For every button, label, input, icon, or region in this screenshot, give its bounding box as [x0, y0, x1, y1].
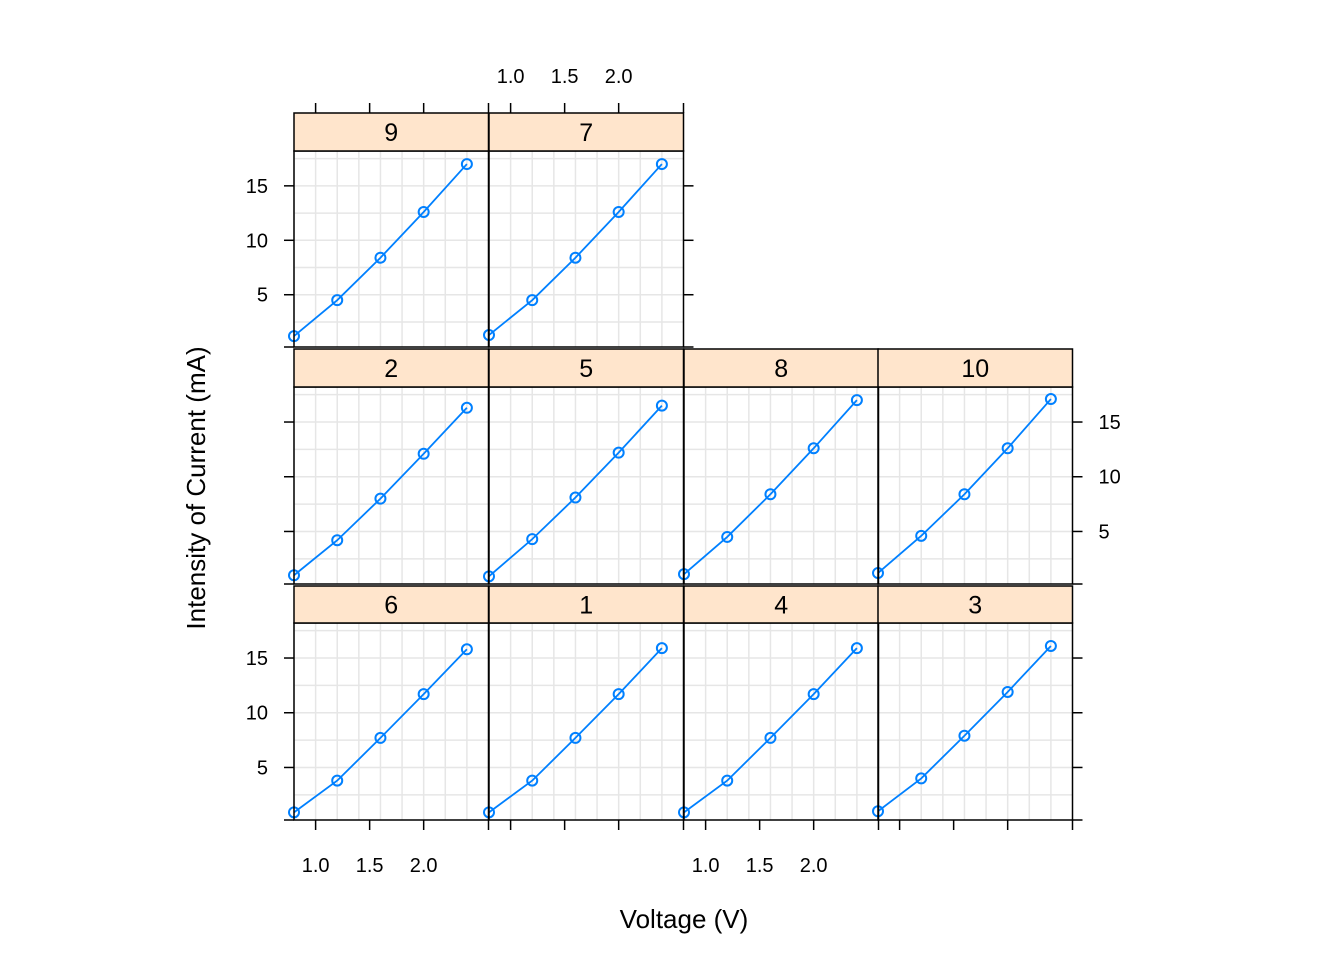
data-point-panel-7-1	[526, 294, 539, 307]
data-point-panel-6-3	[417, 688, 430, 701]
strip-label-10: 10	[961, 355, 989, 383]
series-line-panel-3	[877, 645, 1052, 812]
x-axis-bottom-tick-label: 1.5	[356, 855, 384, 877]
data-point-panel-5-1	[526, 533, 539, 546]
x-axis-title: Voltage (V)	[620, 904, 749, 934]
data-point-panel-9-1	[331, 294, 344, 307]
strip-label-2: 2	[384, 355, 398, 383]
series-line-panel-7	[488, 163, 663, 336]
axis-ticks-layer: 1.0 1.5 2.0 1.0 1.5 2.01.0 1.5 2.05101551015510…	[246, 66, 1121, 877]
strip-layer: 9 7 2 5 8 10 6 1 4 3	[293, 112, 1074, 624]
data-point-panel-1-2	[569, 731, 582, 744]
y-axis-right-tick-label: 10	[1099, 467, 1121, 489]
strip-7	[488, 112, 685, 152]
panel-frame-7	[488, 150, 685, 348]
strip-5	[488, 348, 685, 388]
series-line-panel-5	[488, 404, 663, 578]
series-line-panel-4	[683, 647, 858, 814]
panel-frame-8	[683, 386, 880, 585]
y-axis-left-tick-label: 5	[257, 285, 268, 307]
data-point-panel-8-1	[721, 530, 734, 543]
data-point-panel-4-1	[721, 774, 734, 787]
data-point-panel-5-3	[612, 446, 625, 459]
data-point-panel-5-4	[655, 399, 668, 412]
data-point-panel-2-1	[331, 534, 344, 547]
data-point-panel-7-2	[569, 251, 582, 264]
data-point-panel-3-2	[958, 729, 971, 742]
data-point-panel-3-1	[915, 772, 928, 785]
strip-8	[683, 348, 880, 388]
data-point-panel-6-1	[331, 774, 344, 787]
data-point-panel-10-4	[1044, 393, 1057, 406]
data-point-panel-9-3	[417, 205, 430, 218]
data-point-panel-10-3	[1001, 442, 1014, 455]
strip-label-1: 1	[579, 592, 593, 620]
series-line-panel-8	[683, 399, 858, 575]
y-axis-left-tick-label: 10	[246, 230, 268, 252]
series-line-panel-1	[488, 647, 663, 814]
x-axis-bottom-tick-label: 1.0	[692, 855, 720, 877]
y-axis-left-tick-label: 10	[246, 703, 268, 725]
series-line-panel-9	[293, 163, 468, 337]
y-axis-right-tick-label: 5	[1099, 521, 1110, 543]
data-point-panel-5-2	[569, 491, 582, 504]
data-point-panel-7-4	[655, 158, 668, 171]
data-point-panel-7-3	[612, 205, 625, 218]
panel-frames-layer	[293, 150, 1074, 821]
strip-10	[877, 348, 1074, 388]
data-point-panel-1-3	[612, 688, 625, 701]
y-axis-right-tick-label: 15	[1099, 412, 1121, 434]
panel-frame-3	[877, 622, 1074, 821]
panel-frame-10	[877, 386, 1074, 585]
panel-frame-9	[293, 150, 490, 348]
data-point-panel-4-2	[764, 731, 777, 744]
data-point-panel-10-2	[958, 488, 971, 501]
data-point-panel-4-3	[807, 688, 820, 701]
strip-label-8: 8	[774, 355, 788, 383]
data-point-panel-8-3	[807, 442, 820, 455]
x-axis-bottom-tick-label: 1.5	[746, 855, 774, 877]
x-axis-top-tick-label: 1.5	[551, 66, 579, 88]
data-point-panel-6-4	[460, 643, 473, 656]
data-point-panel-1-4	[655, 642, 668, 655]
data-point-panel-2-2	[374, 492, 387, 505]
strip-6	[293, 585, 490, 624]
strip-label-7: 7	[579, 119, 593, 147]
data-point-panel-2-4	[460, 401, 473, 414]
data-point-panel-4-4	[850, 642, 863, 655]
x-axis-top-tick-label: 1.0	[497, 66, 525, 88]
data-point-panel-2-3	[417, 447, 430, 460]
data-point-panel-8-2	[764, 488, 777, 501]
strip-label-3: 3	[968, 592, 982, 620]
x-axis-bottom-tick-label: 2.0	[800, 855, 828, 877]
series-line-panel-6	[293, 648, 468, 814]
series-line-panel-10	[877, 398, 1052, 574]
series-layer	[288, 158, 1057, 819]
data-point-panel-10-1	[915, 529, 928, 542]
grid-layer	[293, 151, 1073, 820]
data-point-panel-6-2	[374, 731, 387, 744]
series-line-panel-2	[293, 407, 468, 576]
data-point-panel-3-3	[1001, 685, 1014, 698]
y-axis-left-tick-label: 5	[257, 757, 268, 779]
strip-label-4: 4	[774, 592, 788, 620]
strip-label-6: 6	[384, 592, 398, 620]
data-point-panel-9-2	[374, 251, 387, 264]
strip-2	[293, 348, 490, 388]
x-axis-bottom-tick-label: 1.0	[302, 855, 330, 877]
strip-label-5: 5	[579, 355, 593, 383]
data-point-panel-3-4	[1044, 639, 1057, 652]
y-axis-title: Intensity of Current (mA)	[181, 346, 211, 629]
y-axis-left-tick-label: 15	[246, 648, 268, 670]
data-point-panel-8-4	[850, 394, 863, 407]
data-point-panel-1-1	[526, 774, 539, 787]
data-point-panel-9-4	[460, 158, 473, 171]
y-axis-left-tick-label: 15	[246, 176, 268, 198]
strip-label-9: 9	[384, 119, 398, 147]
x-axis-bottom-tick-label: 2.0	[410, 855, 438, 877]
x-axis-top-tick-label: 2.0	[605, 66, 633, 88]
strip-1	[488, 585, 685, 624]
strip-3	[877, 585, 1074, 624]
